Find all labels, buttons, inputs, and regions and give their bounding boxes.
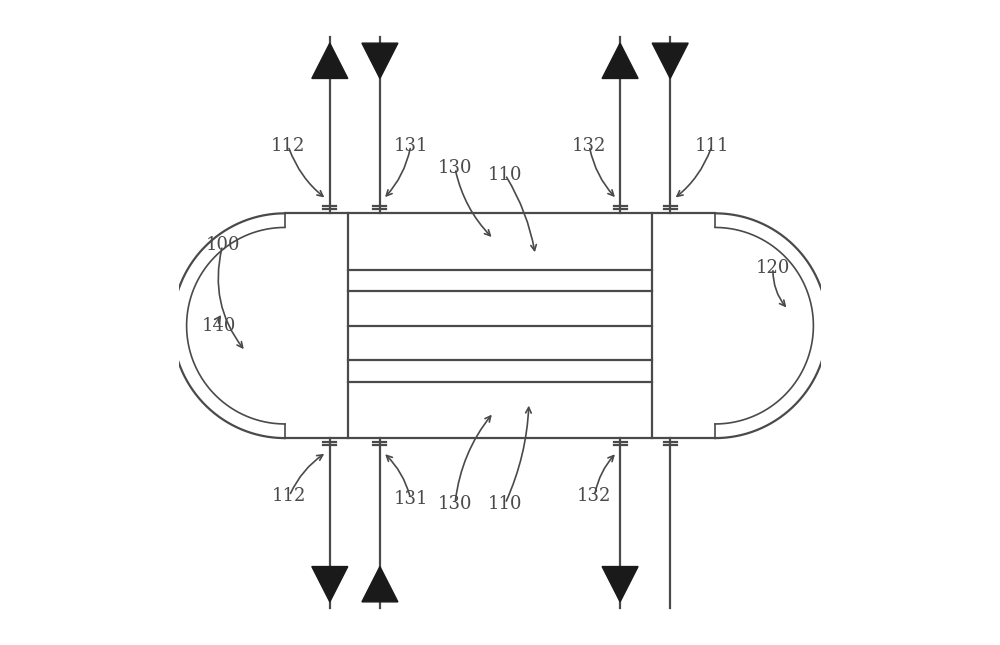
Text: 132: 132	[577, 487, 612, 505]
Text: 100: 100	[205, 237, 240, 254]
Text: 132: 132	[572, 137, 606, 155]
Text: 112: 112	[272, 487, 307, 505]
Polygon shape	[312, 43, 348, 79]
Text: 131: 131	[393, 490, 428, 508]
Text: 112: 112	[271, 137, 305, 155]
Polygon shape	[362, 43, 398, 79]
Polygon shape	[312, 566, 348, 602]
Text: 140: 140	[202, 317, 236, 335]
Text: 130: 130	[438, 495, 472, 513]
Text: 130: 130	[438, 159, 472, 177]
Polygon shape	[652, 43, 688, 79]
Text: 111: 111	[695, 137, 729, 155]
Polygon shape	[602, 566, 638, 602]
Text: 110: 110	[488, 166, 522, 184]
Text: 110: 110	[488, 495, 522, 513]
Text: 120: 120	[756, 259, 790, 277]
Polygon shape	[602, 43, 638, 79]
Polygon shape	[362, 566, 398, 602]
Text: 131: 131	[393, 137, 428, 155]
